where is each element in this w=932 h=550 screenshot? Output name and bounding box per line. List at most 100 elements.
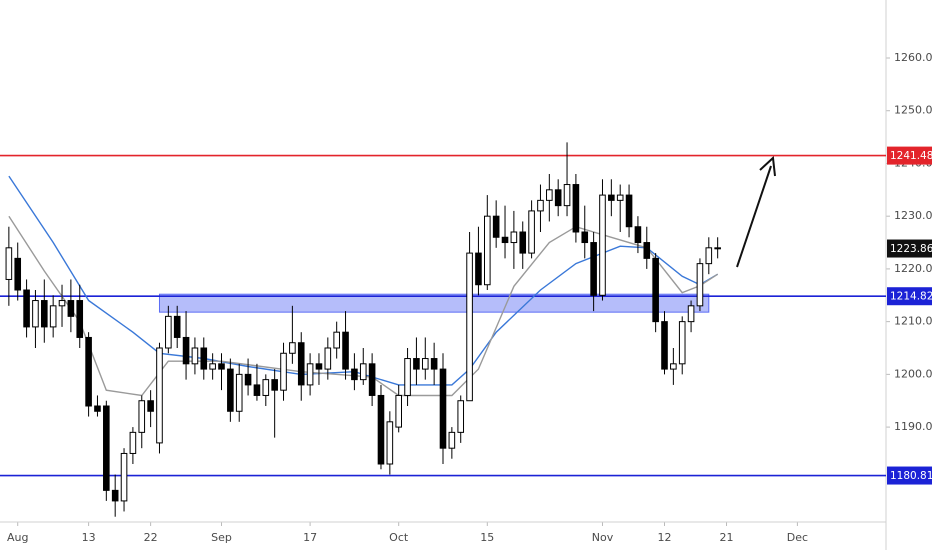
y-tick-label: 1210.000 (894, 315, 932, 328)
candle-body (32, 300, 39, 328)
y-tick-label: 1230.000 (894, 209, 932, 222)
arrow (736, 155, 776, 268)
candle-body (191, 347, 199, 365)
candle-body (280, 352, 287, 391)
x-tick-label: Nov (592, 531, 614, 544)
candle-body (563, 184, 571, 207)
candle-body (510, 231, 518, 244)
candle-body (608, 194, 615, 201)
candle-body (599, 194, 606, 296)
candle-body (678, 321, 686, 365)
x-tick-label: 15 (480, 531, 494, 544)
candle-body (616, 194, 624, 201)
level-label: 1214.820 (890, 291, 932, 303)
candle-body (581, 231, 589, 244)
last-price-label: 1223.867 (890, 243, 932, 255)
candle-body (271, 379, 278, 391)
candle-body (696, 263, 704, 307)
candle-body (289, 342, 296, 354)
candle-body (333, 331, 340, 349)
x-tick-label: 21 (720, 531, 734, 544)
candle-body (590, 242, 597, 296)
candle-body (94, 405, 101, 412)
candle-body (413, 358, 420, 370)
x-tick-label: Sep (211, 531, 232, 544)
level-label-box (887, 146, 932, 165)
candle-body (554, 189, 562, 207)
candle-body (67, 300, 75, 317)
candle-body (546, 189, 553, 201)
candle-body (368, 363, 376, 396)
candle-body (23, 289, 30, 328)
x-tick-label: 13 (82, 531, 96, 544)
candle-body (111, 489, 119, 502)
last-price-label-box (887, 239, 932, 258)
candle-body (475, 252, 482, 286)
x-tick-label: 12 (658, 531, 672, 544)
candle-body (625, 194, 633, 228)
candle-body (315, 363, 323, 370)
candle-body (262, 379, 270, 396)
candle-body (227, 368, 234, 412)
candle-body (359, 363, 367, 381)
candle-body (14, 257, 22, 291)
candle-body (235, 373, 243, 412)
y-tick-label: 1250.000 (894, 104, 932, 117)
candle-body (173, 315, 181, 338)
candle-body (200, 347, 208, 370)
candle-body (49, 305, 57, 328)
candle-body (377, 394, 385, 465)
y-tick-label: 1260.000 (894, 51, 932, 64)
candle-body (306, 363, 314, 386)
candle-body (156, 347, 163, 444)
candle-body (448, 431, 456, 449)
x-tick-label: 22 (144, 531, 158, 544)
candle-body (705, 247, 713, 265)
candle-body (643, 242, 651, 259)
candle-body (652, 257, 659, 323)
moving-average (8, 175, 719, 386)
candle-body (634, 226, 642, 244)
candle-body (297, 342, 305, 386)
candle-body (41, 300, 48, 328)
candle-body (342, 331, 349, 370)
candle-body (85, 336, 92, 407)
candle-body (501, 236, 509, 244)
candle-body (5, 247, 13, 280)
candle-body (182, 336, 190, 365)
x-tick-label: Aug (7, 531, 28, 544)
candle-body (386, 421, 394, 465)
level-label: 1180.812 (890, 470, 932, 482)
candle-body (466, 252, 473, 402)
candle-body (670, 363, 677, 370)
candle-body (714, 247, 721, 250)
candle-body (244, 373, 252, 386)
candle-body (395, 394, 402, 428)
candle-body (209, 363, 216, 370)
candle-body (537, 199, 544, 212)
candle-body (404, 358, 411, 396)
candle-body (76, 300, 84, 338)
candle-body (351, 368, 358, 381)
y-tick-label: 1190.000 (894, 420, 932, 433)
candle-body (528, 210, 535, 254)
support-zone (158, 293, 710, 313)
candle-body (572, 184, 580, 233)
candle-body (457, 400, 465, 433)
candle-body (687, 305, 695, 323)
candle-body (519, 231, 527, 254)
candle-body (165, 315, 172, 349)
level-label-box (887, 466, 932, 485)
candle-body (253, 384, 261, 396)
candle-body (58, 300, 66, 307)
candle-body (103, 405, 110, 491)
candle-body (218, 363, 225, 370)
candle-body (129, 431, 137, 454)
candle-body (430, 358, 438, 370)
candle-body (120, 452, 128, 502)
candle-body (138, 400, 146, 433)
x-tick-label: Oct (389, 531, 409, 544)
candle-body (661, 321, 668, 370)
